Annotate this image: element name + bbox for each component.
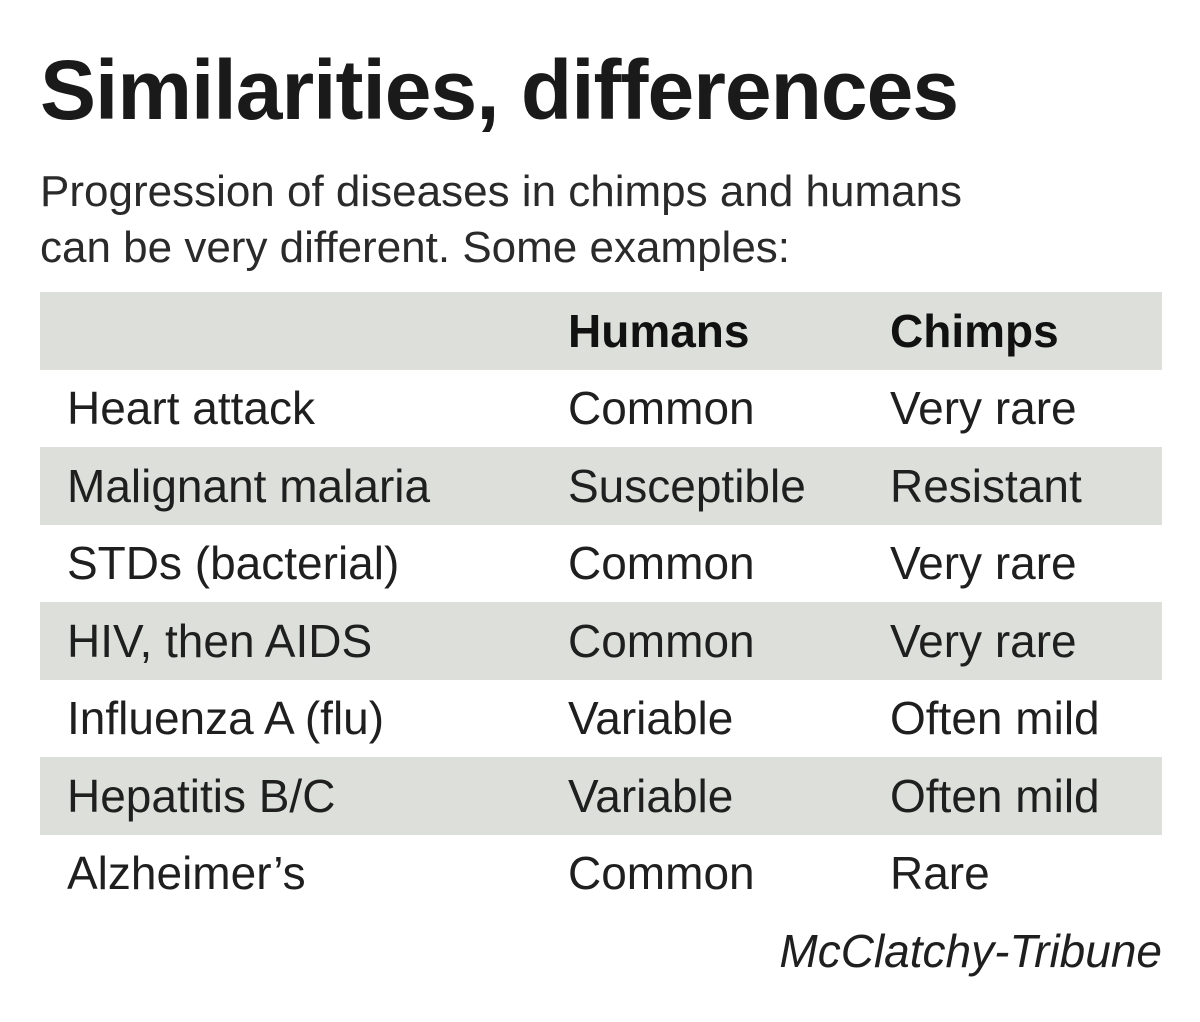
disease-cell: STDs (bacterial) — [67, 537, 400, 590]
humans-cell: Common — [568, 382, 755, 435]
table-row: Alzheimer’s Common Rare — [40, 835, 1162, 913]
humans-cell: Common — [568, 614, 755, 667]
disease-cell: Hepatitis B/C — [67, 769, 336, 822]
table-row: Hepatitis B/C Variable Often mild — [40, 757, 1162, 835]
chimps-cell: Resistant — [890, 459, 1082, 512]
subtitle-line-1: Progression of diseases in chimps and hu… — [40, 167, 963, 216]
disease-cell: Malignant malaria — [67, 459, 431, 512]
header-disease — [40, 292, 568, 370]
disease-cell: HIV, then AIDS — [67, 614, 373, 667]
subtitle-line-2: can be very different. Some examples: — [40, 223, 791, 272]
table-row: Influenza A (flu) Variable Often mild — [40, 680, 1162, 758]
header-chimps: Chimps — [890, 304, 1059, 357]
chimps-cell: Rare — [890, 847, 990, 900]
subtitle: Progression of diseases in chimps and hu… — [40, 164, 1170, 276]
chimps-cell: Very rare — [890, 382, 1077, 435]
humans-cell: Common — [568, 847, 755, 900]
table-row: Malignant malaria Susceptible Resistant — [40, 447, 1162, 525]
humans-cell: Variable — [568, 692, 734, 745]
humans-cell: Susceptible — [568, 459, 806, 512]
table-header-row: Humans Chimps — [40, 292, 1162, 370]
chimps-cell: Very rare — [890, 614, 1077, 667]
disease-cell: Heart attack — [67, 382, 315, 435]
source-credit: McClatchy-Tribune — [779, 925, 1162, 977]
table-row: Heart attack Common Very rare — [40, 370, 1162, 448]
header-humans: Humans — [568, 304, 750, 357]
disease-cell: Influenza A (flu) — [67, 692, 385, 745]
chimps-cell: Often mild — [890, 692, 1100, 745]
table-row: HIV, then AIDS Common Very rare — [40, 602, 1162, 680]
disease-comparison-table: Humans Chimps Heart attack Common Very r… — [40, 292, 1162, 912]
chimps-cell: Often mild — [890, 769, 1100, 822]
page-title: Similarities, differences — [40, 43, 959, 137]
disease-cell: Alzheimer’s — [67, 847, 306, 900]
chimps-cell: Very rare — [890, 537, 1077, 590]
humans-cell: Common — [568, 537, 755, 590]
humans-cell: Variable — [568, 769, 734, 822]
table-row: STDs (bacterial) Common Very rare — [40, 525, 1162, 603]
